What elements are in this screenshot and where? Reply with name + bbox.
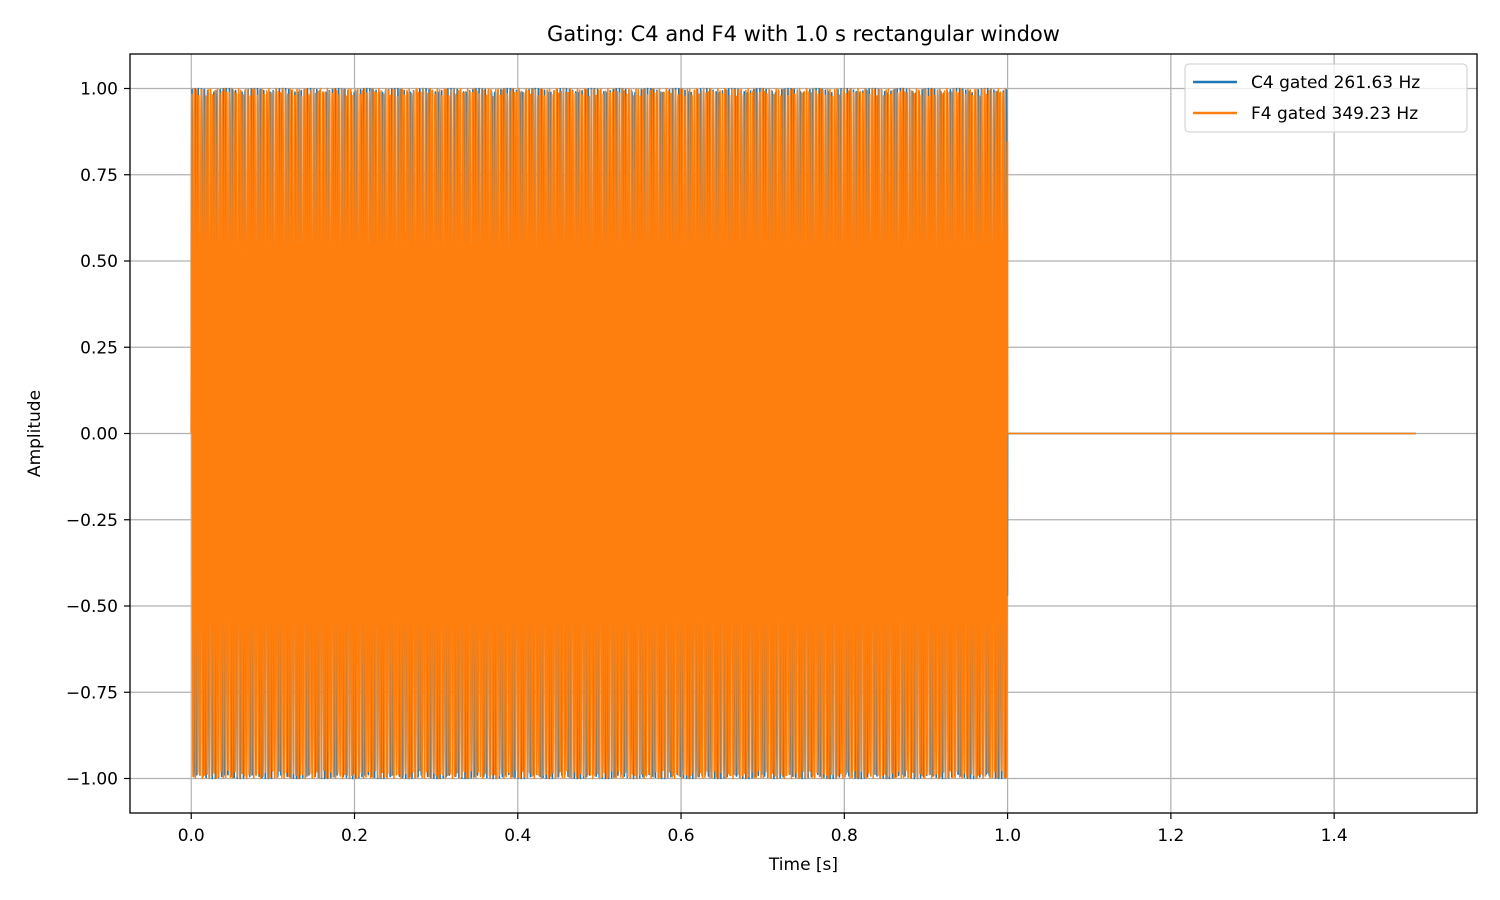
x-tick-label: 0.0 (178, 826, 205, 846)
y-tick-label: 0.50 (80, 252, 118, 272)
x-tick-label: 1.2 (1157, 826, 1184, 846)
series-layer (190, 87, 1417, 780)
y-tick-label: 0.00 (80, 425, 118, 445)
x-tick-label: 1.0 (994, 826, 1021, 846)
x-tick-label: 0.8 (831, 826, 858, 846)
x-tick-label: 1.4 (1321, 826, 1348, 846)
x-tick-label: 0.4 (504, 826, 531, 846)
chart-title: Gating: C4 and F4 with 1.0 s rectangular… (547, 22, 1060, 46)
legend-label-f4: F4 gated 349.23 Hz (1251, 104, 1418, 124)
y-tick-label: −0.50 (66, 597, 118, 617)
x-tick-label: 0.6 (668, 826, 695, 846)
y-tick-label: −0.75 (66, 683, 118, 703)
y-axis-title: Amplitude (25, 390, 45, 477)
y-tick-label: 0.75 (80, 166, 118, 186)
series-line-f4 (190, 87, 1417, 780)
legend-label-c4: C4 gated 261.63 Hz (1251, 73, 1420, 93)
legend: C4 gated 261.63 Hz F4 gated 349.23 Hz (1184, 63, 1468, 133)
ticks: 0.0 0.2 0.4 0.6 0.8 1.0 1.2 1.4 1.00 0.75 0.50 0.25… (66, 80, 1348, 847)
x-tick-label: 0.2 (341, 826, 368, 846)
x-axis-title: Time [s] (768, 855, 838, 875)
y-tick-label: 0.25 (80, 338, 118, 358)
y-tick-label: 1.00 (80, 80, 118, 100)
legend-box (1184, 63, 1468, 133)
y-tick-label: −0.25 (66, 511, 118, 531)
y-tick-label: −1.00 (66, 770, 118, 790)
